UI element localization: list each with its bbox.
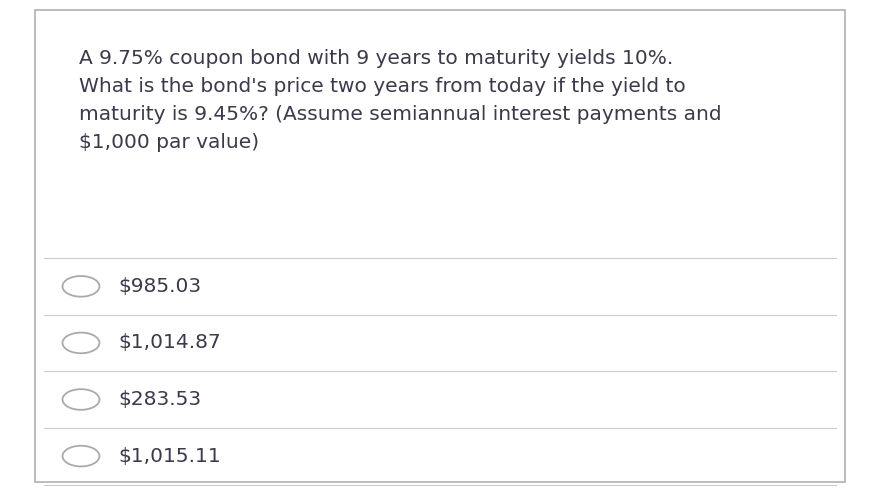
- Text: $1,015.11: $1,015.11: [119, 447, 222, 465]
- Text: $1,014.87: $1,014.87: [119, 334, 222, 352]
- FancyBboxPatch shape: [35, 10, 845, 482]
- Text: $283.53: $283.53: [119, 390, 202, 409]
- Text: $985.03: $985.03: [119, 277, 202, 296]
- Text: A 9.75% coupon bond with 9 years to maturity yields 10%.
What is the bond's pric: A 9.75% coupon bond with 9 years to matu…: [79, 49, 722, 152]
